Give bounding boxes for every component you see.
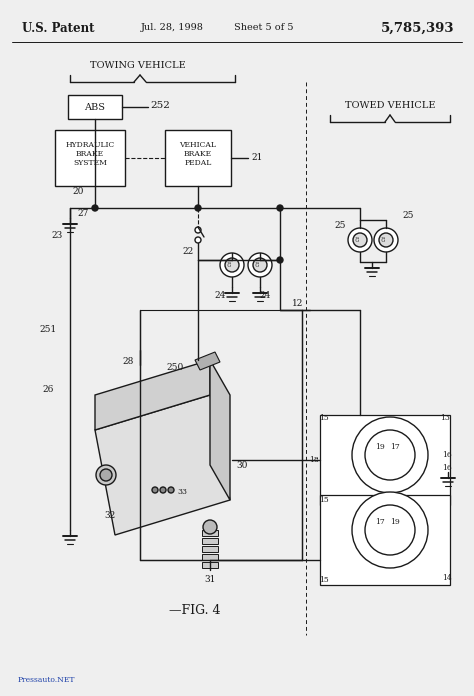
Text: 15: 15 — [319, 496, 329, 504]
Text: 17: 17 — [390, 443, 400, 451]
Circle shape — [348, 228, 372, 252]
Text: 18: 18 — [309, 456, 319, 464]
Text: VEHICAL: VEHICAL — [180, 141, 217, 149]
Circle shape — [92, 205, 98, 211]
Circle shape — [277, 257, 283, 263]
Text: 8: 8 — [227, 261, 231, 269]
Text: 15: 15 — [319, 414, 329, 422]
Circle shape — [248, 253, 272, 277]
Text: 15: 15 — [319, 576, 329, 584]
Polygon shape — [95, 395, 230, 535]
Text: 28: 28 — [122, 358, 134, 367]
Circle shape — [225, 258, 239, 272]
Circle shape — [277, 205, 283, 211]
Circle shape — [195, 237, 201, 243]
Polygon shape — [195, 352, 220, 370]
Text: TOWED VEHICLE: TOWED VEHICLE — [345, 100, 435, 109]
Text: 24: 24 — [214, 292, 226, 301]
Text: 31: 31 — [204, 576, 216, 585]
Text: 25: 25 — [402, 210, 414, 219]
Bar — [165, 130, 231, 186]
Circle shape — [195, 227, 201, 233]
Bar — [202, 530, 218, 536]
Text: 8: 8 — [255, 261, 259, 269]
Circle shape — [352, 417, 428, 493]
Circle shape — [352, 492, 428, 568]
Circle shape — [220, 253, 244, 277]
Text: HYDRAULIC: HYDRAULIC — [65, 141, 115, 149]
Bar — [320, 415, 450, 505]
Text: 14: 14 — [442, 574, 452, 582]
Text: BRAKE: BRAKE — [184, 150, 212, 158]
Circle shape — [168, 487, 174, 493]
Polygon shape — [210, 360, 230, 500]
Text: 26: 26 — [42, 386, 54, 395]
Text: 16: 16 — [442, 451, 452, 459]
Text: Pressauto.NET: Pressauto.NET — [18, 676, 75, 684]
Text: Jul. 28, 1998: Jul. 28, 1998 — [141, 24, 203, 33]
Circle shape — [100, 469, 112, 481]
Circle shape — [203, 520, 217, 534]
Text: 16: 16 — [442, 464, 452, 472]
Circle shape — [96, 465, 116, 485]
Bar — [140, 310, 302, 560]
Text: 19: 19 — [375, 443, 385, 451]
Circle shape — [195, 205, 201, 211]
Text: 21: 21 — [251, 152, 263, 161]
Bar — [202, 554, 218, 560]
Text: U.S. Patent: U.S. Patent — [22, 22, 94, 35]
Bar — [202, 562, 218, 568]
Text: 25: 25 — [334, 221, 346, 230]
Text: 30: 30 — [237, 461, 248, 470]
Text: 252: 252 — [150, 102, 170, 111]
Bar — [202, 538, 218, 544]
Text: BRAKE: BRAKE — [76, 150, 104, 158]
Text: 19: 19 — [390, 518, 400, 526]
Text: 33: 33 — [177, 488, 187, 496]
Circle shape — [353, 233, 367, 247]
Text: 17: 17 — [375, 518, 385, 526]
Text: 5,785,393: 5,785,393 — [381, 22, 455, 35]
Circle shape — [365, 430, 415, 480]
Text: 12: 12 — [292, 299, 304, 308]
Text: —FIG. 4: —FIG. 4 — [169, 603, 221, 617]
Text: SYSTEM: SYSTEM — [73, 159, 107, 167]
Circle shape — [253, 258, 267, 272]
Bar — [55, 130, 125, 186]
Text: 27: 27 — [77, 209, 89, 219]
Text: 250: 250 — [166, 363, 183, 372]
Polygon shape — [95, 360, 210, 430]
Circle shape — [379, 233, 393, 247]
Text: 251: 251 — [39, 326, 56, 335]
Text: 24: 24 — [259, 292, 271, 301]
Bar — [320, 495, 450, 585]
Text: 20: 20 — [73, 187, 84, 196]
Text: ABS: ABS — [84, 102, 106, 111]
Text: 8: 8 — [355, 236, 359, 244]
Text: 32: 32 — [104, 512, 116, 521]
Bar — [68, 95, 122, 119]
Text: PEDAL: PEDAL — [184, 159, 211, 167]
Text: Sheet 5 of 5: Sheet 5 of 5 — [234, 24, 294, 33]
Text: 8: 8 — [381, 236, 385, 244]
Text: 13: 13 — [440, 414, 450, 422]
Text: 22: 22 — [182, 248, 193, 257]
Text: 23: 23 — [51, 230, 63, 239]
Circle shape — [152, 487, 158, 493]
Circle shape — [374, 228, 398, 252]
Bar — [202, 546, 218, 552]
Text: TOWING VEHICLE: TOWING VEHICLE — [90, 61, 186, 70]
Circle shape — [365, 505, 415, 555]
Circle shape — [160, 487, 166, 493]
